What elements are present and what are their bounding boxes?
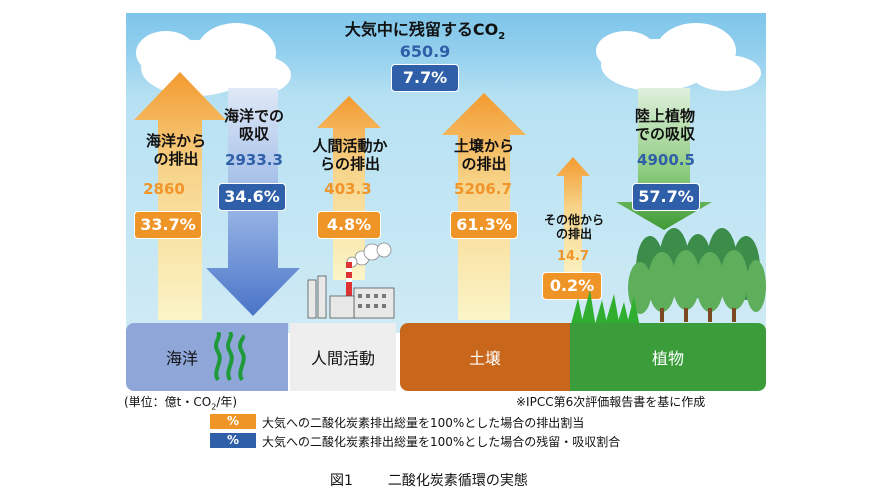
ground-ocean: 海洋 [126, 323, 288, 391]
factory-illustration [307, 242, 395, 319]
cloud-right [596, 23, 761, 91]
figure-caption: 図1 二酸化炭素循環の実態 [330, 470, 528, 490]
land-absorption-percent-badge: 57.7% [632, 183, 700, 211]
ocean-absorption-value: 2933.3 [225, 151, 283, 169]
atmosphere-percent-badge: 7.7% [391, 64, 459, 92]
ground-ocean-label: 海洋 [165, 349, 198, 368]
other-emission-arrow [556, 157, 590, 285]
human-emission-label: 人間活動か らの排出 [312, 137, 388, 173]
ocean-emission-label: 海洋から の排出 [145, 132, 206, 168]
legend-absorption-swatch: % [210, 433, 256, 448]
soil-emission-value: 5206.7 [454, 180, 512, 198]
ocean-absorption-percent-badge: 34.6% [218, 183, 286, 211]
ocean-emission-value: 2860 [143, 180, 185, 198]
unit-note: (単位：億t・CO2/年) [124, 395, 238, 412]
seaweed-icon [214, 332, 246, 382]
other-emission-percent-badge: 0.2% [542, 272, 602, 300]
soil-emission-percent-badge: 61.3% [450, 211, 518, 239]
ground-plants: 植物 [570, 323, 766, 391]
source-note: ※IPCC第6次評価報告書を基に作成 [516, 395, 706, 409]
other-emission-label: その他から の排出 [543, 213, 604, 242]
legend-emission-text: 大気への二酸化炭素排出総量を100%とした場合の排出割当 [262, 416, 585, 430]
forest-illustration [570, 228, 766, 328]
human-emission-percent-badge: 4.8% [317, 211, 381, 239]
figure-number: 図1 [330, 473, 353, 489]
ground-human: 人間活動 [290, 323, 396, 391]
soil-emission-arrow [442, 93, 526, 320]
ground-soil: 土壌 [400, 323, 570, 391]
figure-title: 二酸化炭素循環の実態 [387, 473, 528, 489]
legend-emission-swatch: % [210, 414, 256, 429]
land-absorption-label: 陸上植物 での吸収 [634, 107, 695, 143]
cloud-left [136, 23, 291, 96]
clouds [136, 23, 761, 96]
atmosphere-value: 650.9 [399, 42, 451, 61]
other-emission-value: 14.7 [556, 249, 590, 264]
ocean-emission-percent-badge: 33.7% [134, 211, 202, 239]
ocean-absorption-label: 海洋での 吸収 [223, 107, 284, 143]
soil-emission-label: 土壌から の排出 [453, 137, 514, 173]
human-emission-value: 403.3 [324, 180, 372, 198]
legend-absorption-text: 大気への二酸化炭素排出総量を100%とした場合の残留・吸収割合 [262, 435, 621, 449]
ocean-emission-arrow [134, 72, 226, 320]
atmosphere-title: 大気中に残留するCO2 [344, 20, 506, 43]
land-absorption-value: 4900.5 [637, 151, 695, 169]
